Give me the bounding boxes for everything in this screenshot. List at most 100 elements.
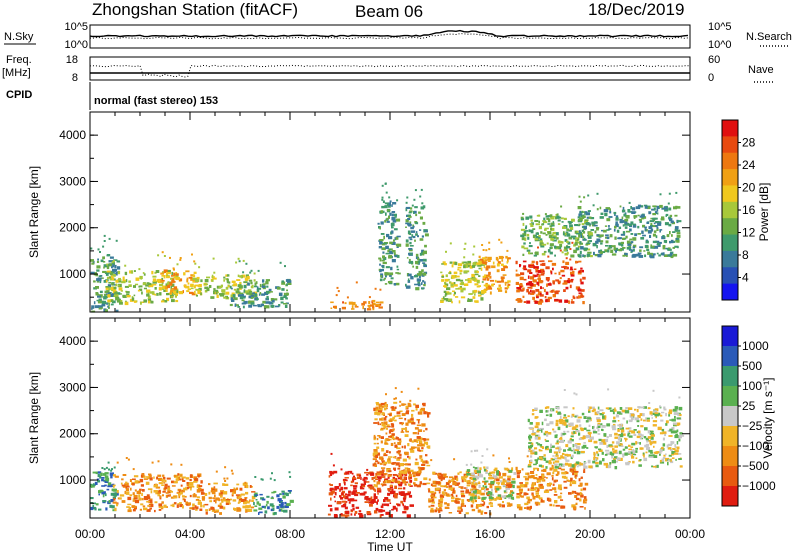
data-cell — [281, 510, 286, 512]
data-cell — [656, 451, 660, 454]
data-cell — [159, 495, 162, 498]
data-cell — [523, 476, 527, 478]
data-cell — [604, 225, 608, 227]
data-cell — [369, 504, 373, 507]
data-cell — [502, 274, 507, 276]
data-cell — [120, 482, 123, 485]
data-cell — [564, 299, 568, 303]
data-cell — [570, 266, 573, 270]
data-cell — [258, 512, 260, 515]
data-cell — [548, 460, 552, 463]
data-cell — [672, 231, 676, 233]
data-cell-sparse — [111, 261, 114, 264]
data-cell — [520, 272, 525, 276]
data-cell — [651, 465, 654, 468]
data-cell — [448, 476, 454, 479]
data-cell — [661, 216, 665, 219]
data-cell — [587, 236, 592, 239]
data-cell — [385, 478, 389, 481]
data-cell — [379, 423, 382, 426]
data-cell — [391, 514, 393, 518]
data-cell-sparse — [97, 248, 100, 251]
data-cell-sparse — [474, 449, 476, 452]
data-cell — [626, 246, 632, 250]
data-cell — [415, 408, 418, 411]
data-cell — [264, 506, 267, 509]
data-cell — [163, 289, 166, 292]
data-cell — [482, 261, 487, 264]
data-cell — [552, 461, 555, 464]
data-cell — [396, 415, 401, 417]
data-cell — [612, 448, 615, 451]
nsearch-trace — [89, 33, 689, 40]
data-cell — [383, 404, 387, 408]
data-cell — [576, 237, 580, 241]
data-cell — [373, 476, 376, 479]
data-cell — [96, 265, 101, 269]
data-cell — [573, 244, 576, 247]
data-cell — [541, 478, 544, 481]
data-cell — [567, 449, 572, 451]
data-cell — [492, 474, 495, 478]
data-cell — [603, 438, 609, 443]
data-cell — [222, 491, 228, 495]
data-cell — [574, 415, 577, 418]
data-cell — [413, 446, 417, 449]
data-cell — [560, 468, 565, 471]
data-cell — [368, 301, 371, 305]
data-cell — [333, 514, 338, 518]
data-cell — [329, 472, 333, 476]
data-cell — [409, 475, 412, 479]
data-cell — [549, 498, 552, 501]
data-cell — [580, 428, 584, 432]
data-cell — [549, 449, 552, 453]
data-cell — [561, 432, 565, 436]
data-cell — [383, 421, 388, 425]
data-cell — [361, 492, 366, 496]
data-cell — [466, 469, 471, 472]
data-cell — [109, 272, 113, 275]
data-cell — [549, 421, 554, 425]
data-cell — [152, 275, 157, 278]
data-cell — [654, 408, 659, 412]
data-cell — [376, 481, 380, 485]
data-cell-sparse — [508, 457, 510, 460]
data-cell — [387, 204, 391, 208]
data-cell — [279, 493, 282, 496]
data-cell — [356, 473, 361, 476]
data-cell — [206, 276, 210, 279]
data-cell — [611, 459, 616, 464]
data-cell-sparse — [132, 468, 135, 471]
data-cell — [405, 427, 407, 429]
data-cell — [539, 409, 543, 413]
data-cell — [637, 233, 641, 235]
data-cell — [557, 495, 562, 499]
data-cell — [530, 229, 534, 234]
data-cell — [383, 452, 387, 455]
data-cell-sparse — [560, 205, 563, 208]
data-cell-sparse — [260, 478, 263, 481]
data-cell — [208, 496, 212, 500]
colorbar-swatch — [722, 486, 738, 507]
data-cell — [373, 493, 376, 497]
data-cell — [147, 300, 151, 304]
data-cell — [562, 226, 567, 229]
data-cell — [378, 403, 383, 407]
data-cell — [580, 295, 585, 298]
data-cell — [170, 289, 175, 293]
data-cell — [115, 296, 120, 301]
data-cell — [163, 269, 168, 272]
data-cell — [420, 470, 422, 474]
data-cell — [453, 284, 458, 287]
data-cell — [211, 490, 216, 495]
data-cell — [142, 505, 146, 508]
data-cell — [478, 260, 483, 264]
data-cell — [246, 292, 251, 295]
data-cell — [151, 270, 154, 275]
data-cell — [640, 447, 644, 450]
data-cell — [352, 475, 355, 478]
data-cell — [396, 268, 400, 271]
data-cell — [587, 431, 592, 435]
data-cell — [394, 254, 398, 258]
data-cell — [557, 471, 560, 475]
